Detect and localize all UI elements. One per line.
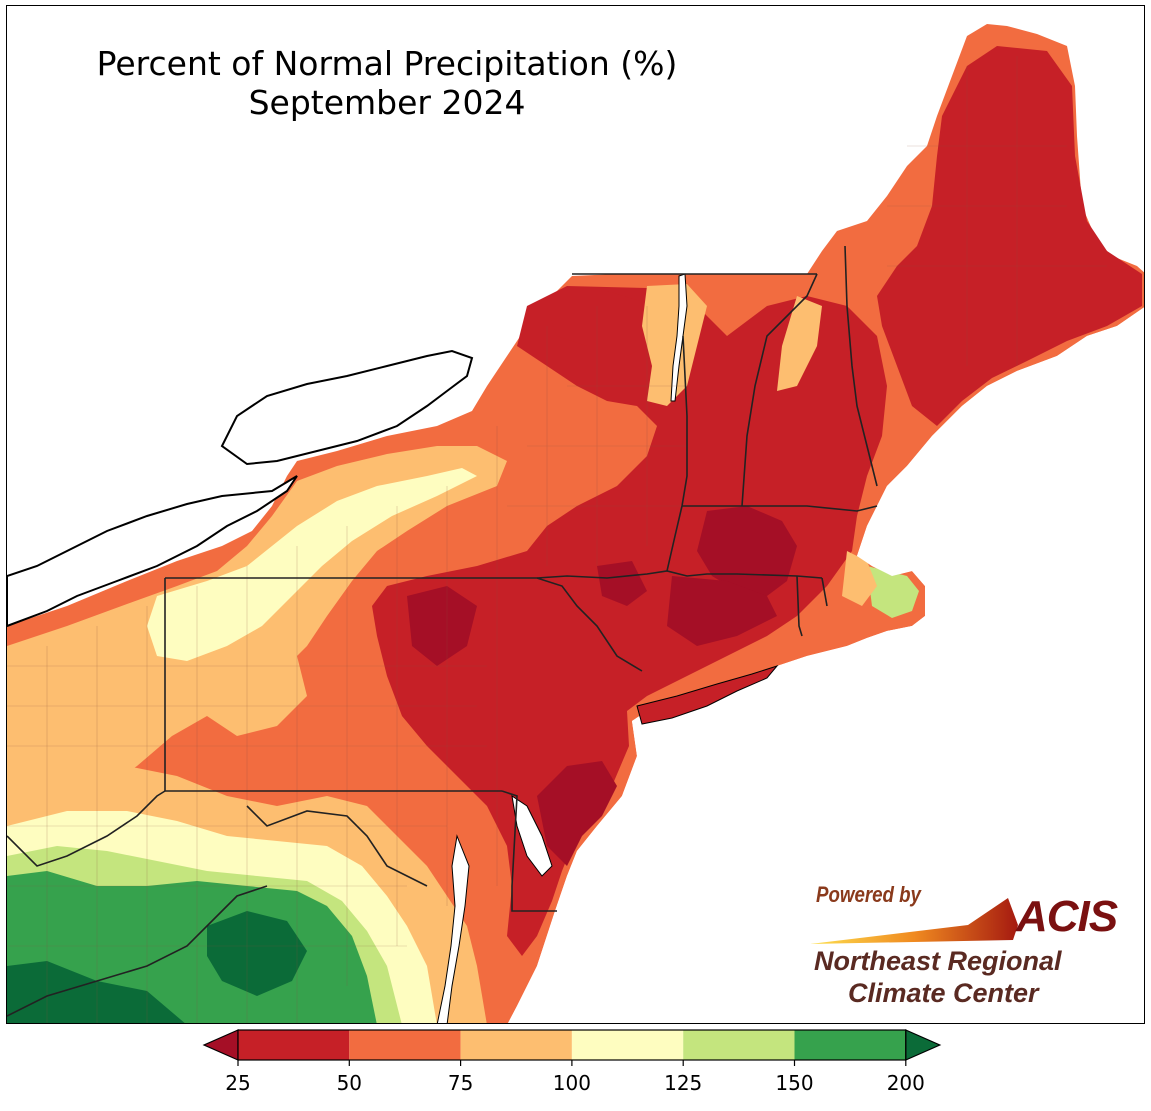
dry-region-mid <box>372 286 887 956</box>
logo-org-line1: Northeast Regional <box>814 946 1062 976</box>
logo-acis: ACIS <box>1016 892 1118 941</box>
wet-region-capecod <box>867 566 919 618</box>
colorbar-segment <box>460 1030 572 1060</box>
county-borders <box>7 56 1107 1023</box>
moist-region-nh <box>777 296 822 391</box>
map-subtitle: September 2024 <box>248 83 526 122</box>
lake-ontario <box>220 349 474 466</box>
lake-erie <box>7 475 298 628</box>
logo-powered-by: Powered by <box>816 882 921 907</box>
atlantic-ocean <box>508 307 1144 1023</box>
precipitation-map <box>7 24 1144 1023</box>
colorbar-tick-label: 125 <box>664 1071 702 1095</box>
colorbar-tick-label: 100 <box>553 1071 591 1095</box>
moist-patch-pa <box>207 646 307 736</box>
lake-champlain <box>670 273 688 402</box>
acis-swoosh <box>810 898 1018 944</box>
colorbar-tick-label: 50 <box>337 1071 362 1095</box>
very-dry-pa <box>407 586 477 666</box>
acis-logo: Powered by ACIS Northeast Regional Clima… <box>808 880 1128 1010</box>
colorbar-tick-label: 200 <box>887 1071 925 1095</box>
colorbar-tick-label: 75 <box>448 1071 473 1095</box>
colorbar-over-arrow <box>905 1029 942 1061</box>
very-dry-nj <box>537 761 617 866</box>
chesapeake-bay <box>436 834 470 1023</box>
colorbar-segment <box>349 1030 461 1060</box>
colorbar-segment <box>794 1030 906 1060</box>
map-title: Percent of Normal Precipitation (%) <box>96 44 678 83</box>
moist-region-coastal-ma <box>842 551 877 606</box>
delaware-bay <box>511 794 553 877</box>
colorbar-segment <box>571 1030 684 1060</box>
wet-region-west <box>147 468 477 661</box>
extreme-wet-patch2 <box>207 911 307 996</box>
colorbar-segments <box>202 1029 942 1061</box>
colorbar-under-arrow <box>202 1029 239 1061</box>
very-dry-pa2 <box>597 561 647 606</box>
very-dry-ct <box>667 576 777 646</box>
map-frame: Percent of Normal Precipitation (%) Sept… <box>6 5 1145 1024</box>
colorbar-tick-label: 25 <box>225 1071 250 1095</box>
extreme-wet-patch <box>7 961 185 1023</box>
colorbar-segment <box>683 1030 795 1060</box>
state-borders <box>7 245 878 1017</box>
logo-org-line2: Climate Center <box>848 978 1039 1008</box>
moist-region-vt <box>642 284 707 406</box>
long-island <box>636 665 779 725</box>
dry-region-maine <box>877 46 1142 426</box>
colorbar-legend: 25 50 75 100 125 150 200 <box>202 1029 942 1095</box>
colorbar-tick-label: 150 <box>775 1071 813 1095</box>
colorbar-ticks: 25 50 75 100 125 150 200 <box>225 1060 925 1095</box>
dry-region-ny-north <box>547 291 667 356</box>
moist-region-west <box>7 446 507 821</box>
colorbar-segment <box>238 1030 350 1060</box>
